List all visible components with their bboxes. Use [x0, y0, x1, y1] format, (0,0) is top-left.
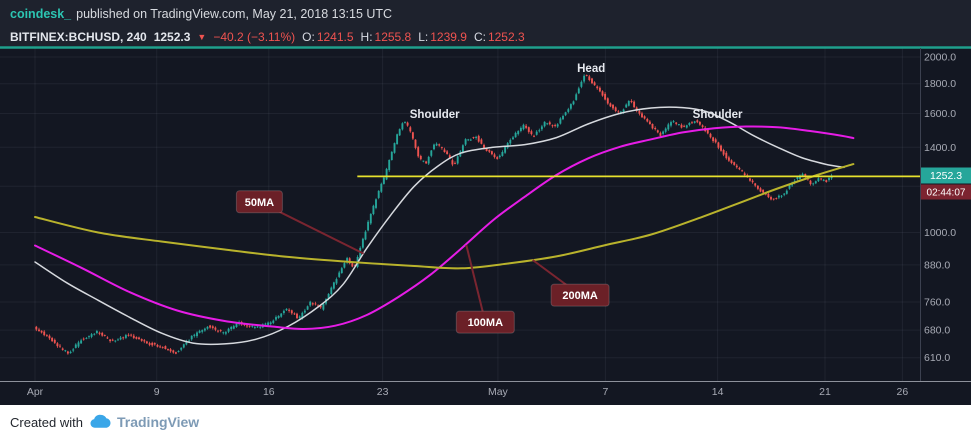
svg-text:100MA: 100MA: [468, 317, 504, 329]
attribution-footer: Created with TradingView: [0, 405, 971, 439]
publisher-link[interactable]: coindesk_: [10, 7, 72, 21]
svg-text:1252.3: 1252.3: [930, 170, 962, 182]
price-axis-labels[interactable]: 2000.0 1800.0 1600.0 1400.0 1000.0 880.0 760.0…: [924, 52, 956, 365]
candlestick-series: [35, 74, 833, 355]
published-text: published on TradingView.com, May 21, 20…: [76, 7, 393, 21]
price-down-triangle-icon: ▼: [197, 31, 207, 42]
tradingview-logo-icon: [90, 414, 111, 428]
pattern-label-shoulder[interactable]: Shoulder: [693, 109, 743, 121]
ohlc-close-label: C:: [473, 30, 486, 44]
last-price-value: 1252.3: [153, 30, 191, 44]
ohlc-low: L: 1239.9: [418, 30, 467, 44]
svg-text:200MA: 200MA: [562, 290, 598, 302]
svg-text:1600.0: 1600.0: [924, 108, 956, 120]
svg-text:880.0: 880.0: [924, 259, 950, 271]
svg-text:14: 14: [712, 386, 724, 398]
tradingview-link[interactable]: TradingView: [90, 414, 199, 430]
svg-text:1400.0: 1400.0: [924, 142, 956, 154]
svg-text:26: 26: [897, 386, 909, 398]
publish-info-bar: coindesk_ published on TradingView.com, …: [0, 0, 971, 28]
chart-area: 2000.0 1800.0 1600.0 1400.0 1000.0 880.0 760.0…: [0, 46, 971, 405]
ohlc-open-value: 1241.5: [316, 30, 354, 44]
countdown-badge: 02:44:07: [921, 184, 971, 200]
ohlc-high-label: H:: [360, 30, 373, 44]
svg-text:21: 21: [819, 386, 831, 398]
ohlc-low-label: L:: [418, 30, 429, 44]
price-change-value: −40.2 (−3.11%): [213, 30, 296, 44]
svg-text:1000.0: 1000.0: [924, 227, 956, 239]
svg-text:50MA: 50MA: [245, 197, 274, 209]
symbol-name[interactable]: BITFINEX:BCHUSD, 240: [10, 30, 147, 44]
50ma-line[interactable]: [34, 106, 845, 346]
svg-text:680.0: 680.0: [924, 325, 950, 337]
svg-text:9: 9: [154, 386, 160, 398]
svg-text:23: 23: [377, 386, 389, 398]
pattern-label-head[interactable]: Head: [577, 63, 605, 75]
ohlc-open-label: O:: [302, 30, 315, 44]
created-with-text: Created with: [10, 414, 83, 430]
symbol-info-bar: BITFINEX:BCHUSD, 240 1252.3 ▼ −40.2 (−3.…: [0, 28, 971, 46]
200ma-line[interactable]: [34, 163, 855, 270]
chart-grid: [0, 48, 920, 381]
tradingview-brand-text: TradingView: [116, 414, 200, 430]
current-price-badge: 1252.3: [921, 167, 971, 184]
svg-text:Apr: Apr: [27, 386, 44, 398]
svg-text:02:44:07: 02:44:07: [927, 188, 966, 199]
callout-50ma[interactable]: 50MA: [235, 190, 365, 255]
ohlc-open: O: 1241.5: [302, 30, 353, 44]
100ma-line[interactable]: [34, 125, 855, 331]
callout-200ma[interactable]: 200MA: [532, 259, 610, 307]
svg-text:May: May: [488, 386, 509, 398]
time-axis-labels[interactable]: Apr 9 16 23 May 7 14 21 26: [27, 386, 909, 398]
svg-text:760.0: 760.0: [924, 297, 950, 309]
svg-text:7: 7: [602, 386, 608, 398]
ohlc-close-value: 1252.3: [487, 30, 525, 44]
ohlc-low-value: 1239.9: [430, 30, 467, 44]
ohlc-high: H: 1255.8: [361, 30, 412, 44]
svg-text:610.0: 610.0: [924, 352, 950, 364]
chart-canvas[interactable]: 2000.0 1800.0 1600.0 1400.0 1000.0 880.0 760.0…: [0, 46, 971, 405]
svg-text:16: 16: [263, 386, 275, 398]
svg-text:2000.0: 2000.0: [924, 52, 956, 64]
svg-text:1800.0: 1800.0: [924, 78, 956, 90]
pattern-label-shoulder[interactable]: Shoulder: [410, 109, 460, 121]
ohlc-close: C: 1252.3: [474, 30, 525, 44]
callout-100ma[interactable]: 100MA: [455, 244, 515, 334]
ohlc-high-value: 1255.8: [374, 30, 412, 44]
